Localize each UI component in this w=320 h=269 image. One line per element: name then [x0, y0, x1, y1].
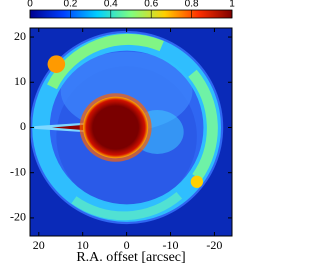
colorbar-tick-label: 0.4	[104, 0, 118, 10]
ring-bright-arc	[188, 69, 218, 181]
colorbar-bar	[29, 9, 233, 19]
hot-spot	[47, 55, 66, 73]
y-tick-label: 20	[14, 29, 26, 43]
y-tick-label: 0	[20, 119, 26, 133]
colorbar-tick-label: 0.6	[144, 0, 158, 10]
x-tick-label: 10	[77, 238, 89, 252]
x-tick-label: -10	[163, 238, 179, 252]
colorbar-tick-label: 0.2	[63, 0, 77, 10]
central-source	[83, 96, 149, 159]
colorbar-tick-label: 1	[229, 0, 235, 10]
ring-bright-arc	[71, 191, 183, 221]
colorbar-tick-label: 0.8	[185, 0, 199, 10]
chart: 0 0.2 0.4 0.6 0.8 1 R.A. offset [arcsec] 20 10…	[10, 0, 235, 265]
y-tick-label: 10	[14, 74, 26, 88]
colorbar: 0 0.2 0.4 0.6 0.8 1	[27, 0, 235, 19]
y-tick-label: -20	[10, 210, 26, 224]
hot-spot	[190, 175, 204, 188]
x-axis-label: R.A. offset [arcsec]	[76, 250, 185, 265]
colorbar-tick-label: 0	[27, 0, 33, 10]
y-tick-label: -10	[10, 164, 26, 178]
plot-frame	[29, 27, 233, 237]
x-tick-label: 0	[124, 238, 130, 252]
ring-bright-arc	[47, 33, 164, 90]
x-tick-label: 20	[33, 238, 45, 252]
x-tick-label: -20	[206, 238, 222, 252]
image	[30, 28, 232, 236]
